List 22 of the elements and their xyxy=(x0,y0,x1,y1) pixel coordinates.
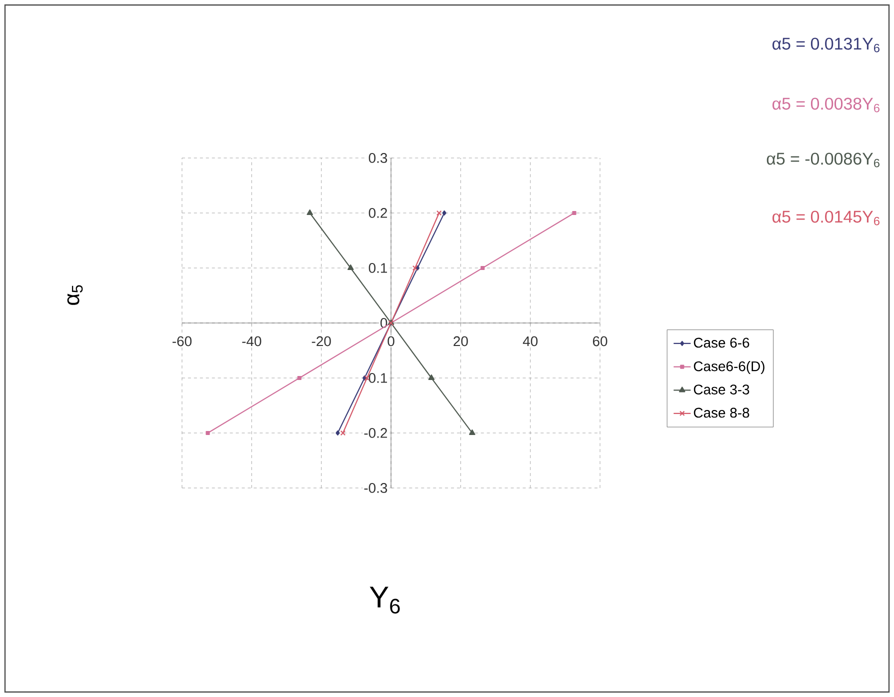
x-axis-title: Y$_{6}$ xyxy=(370,586,400,614)
x-tick-label: 20 xyxy=(454,336,468,346)
legend-label: Case 3-3 xyxy=(694,384,750,394)
y-tick-label: -0.3 xyxy=(364,483,388,493)
x-tick-label: -60 xyxy=(172,336,192,346)
text: α5 = -0.0086Y$_{6}$ xyxy=(766,152,880,168)
y-tick-label: 0.1 xyxy=(368,263,388,273)
x-tick-label: 0 xyxy=(388,336,394,346)
legend-label: Case 6-6 xyxy=(694,338,750,348)
legend-label: Case6-6(D) xyxy=(694,361,764,374)
x-tick-label: 40 xyxy=(522,336,538,346)
text: α5 = 0.0145Y$_{6}$ xyxy=(772,210,880,226)
y-axis-title: α$_{5}$ xyxy=(67,285,83,305)
y-tick-label: 0.2 xyxy=(368,208,387,218)
text: α5 = 0.0038Y$_{6}$ xyxy=(772,98,880,112)
x-tick-label: -40 xyxy=(242,336,262,346)
y-tick-label: -0.2 xyxy=(364,428,387,438)
x-tick-label: -20 xyxy=(312,336,331,346)
y-tick-label: 0.3 xyxy=(368,153,388,163)
x-tick-label: 60 xyxy=(592,336,608,346)
text: α5 = 0.0131Y$_{6}$ xyxy=(772,38,880,52)
legend-label: Case 8-8 xyxy=(694,408,750,418)
